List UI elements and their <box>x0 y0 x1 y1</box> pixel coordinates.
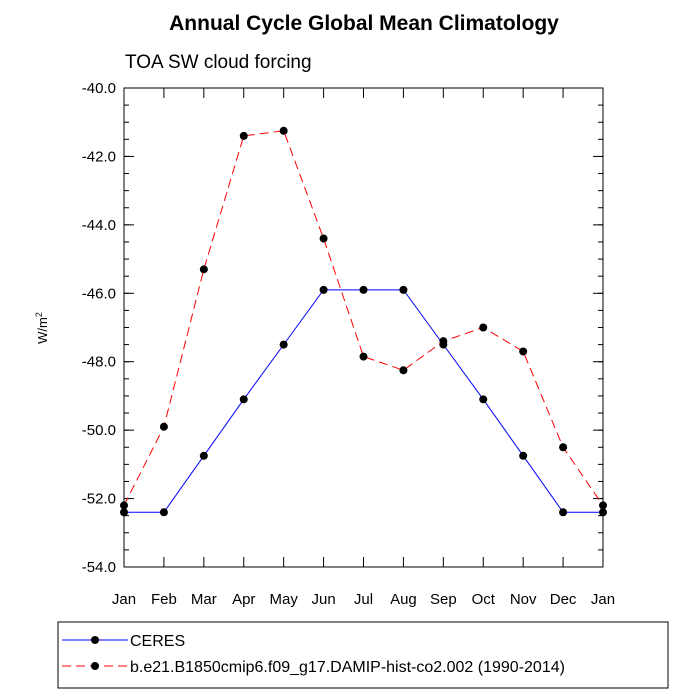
series-0-point <box>519 451 528 460</box>
series-1-point <box>199 265 208 274</box>
series-layer <box>120 126 607 517</box>
legend-marker-0 <box>91 636 99 644</box>
legend-label-1: b.e21.B1850cmip6.f09_g17.DAMIP-hist-co2.… <box>130 659 565 676</box>
x-tick-label: Nov <box>510 591 537 608</box>
series-0-point <box>199 451 208 460</box>
y-tick-label: -44.0 <box>82 217 116 234</box>
series-0-point <box>159 508 168 517</box>
y-tick-label: -40.0 <box>82 80 116 97</box>
series-0-point <box>479 395 488 404</box>
chart-subtitle: TOA SW cloud forcing <box>125 52 312 73</box>
series-1-point <box>599 501 607 510</box>
series-0-point <box>279 340 288 349</box>
series-1-point <box>559 443 568 452</box>
x-tick-label: May <box>269 591 298 608</box>
x-tick-label: Sep <box>430 591 457 608</box>
x-tick-label: Aug <box>390 591 417 608</box>
series-1-point <box>479 323 488 332</box>
series-1-point <box>439 337 448 346</box>
series-0-point <box>559 508 568 517</box>
series-0-point <box>120 508 128 517</box>
x-tick-label: Dec <box>550 591 577 608</box>
x-tick-label: Jan <box>591 591 615 608</box>
series-1-point <box>159 422 168 431</box>
series-0-point <box>359 285 368 294</box>
x-tick-label: Oct <box>472 591 496 608</box>
x-tick-label: Jun <box>311 591 335 608</box>
x-tick-label: Apr <box>232 591 255 608</box>
x-tick-label: Jan <box>112 591 136 608</box>
y-tick-label: -48.0 <box>82 354 116 371</box>
legend-label-0: CERES <box>130 633 185 650</box>
chart-title: Annual Cycle Global Mean Climatology <box>169 12 559 35</box>
series-1-point <box>279 126 288 135</box>
legend: CERES b.e21.B1850cmip6.f09_g17.DAMIP-hist… <box>62 633 565 676</box>
legend-box <box>57 621 669 689</box>
x-tick-label: Jul <box>354 591 373 608</box>
series-1-point <box>399 366 408 375</box>
series-1-point <box>120 501 128 510</box>
y-axis-label: W/m2 <box>34 312 50 344</box>
series-line-1 <box>123 130 604 506</box>
y-tick-label: -54.0 <box>82 559 116 576</box>
series-1-point <box>319 234 328 243</box>
x-tick-label: Feb <box>151 591 177 608</box>
y-tick-label: -46.0 <box>82 285 116 302</box>
y-tick-label: -42.0 <box>82 148 116 165</box>
series-0-point <box>599 508 607 517</box>
y-tick-label: -50.0 <box>82 422 116 439</box>
x-axis: Jan Feb Mar Apr May Jun Jul Aug Sep Oct Nov Dec Jan <box>112 88 615 608</box>
series-0-point <box>399 285 408 294</box>
series-0-point <box>239 395 248 404</box>
series-0-point <box>319 285 328 294</box>
x-tick-label: Mar <box>191 591 217 608</box>
series-1-point <box>239 131 248 140</box>
plot-area-frame <box>123 87 604 568</box>
y-tick-label: -52.0 <box>82 491 116 508</box>
series-1-point <box>359 352 368 361</box>
legend-marker-1 <box>91 662 99 670</box>
series-line-0 <box>124 289 603 513</box>
y-axis: -40.0 -42.0 -44.0 -46.0 -48.0 -50.0 -52.0 -54.0 <box>82 80 603 576</box>
series-1-point <box>519 347 528 356</box>
